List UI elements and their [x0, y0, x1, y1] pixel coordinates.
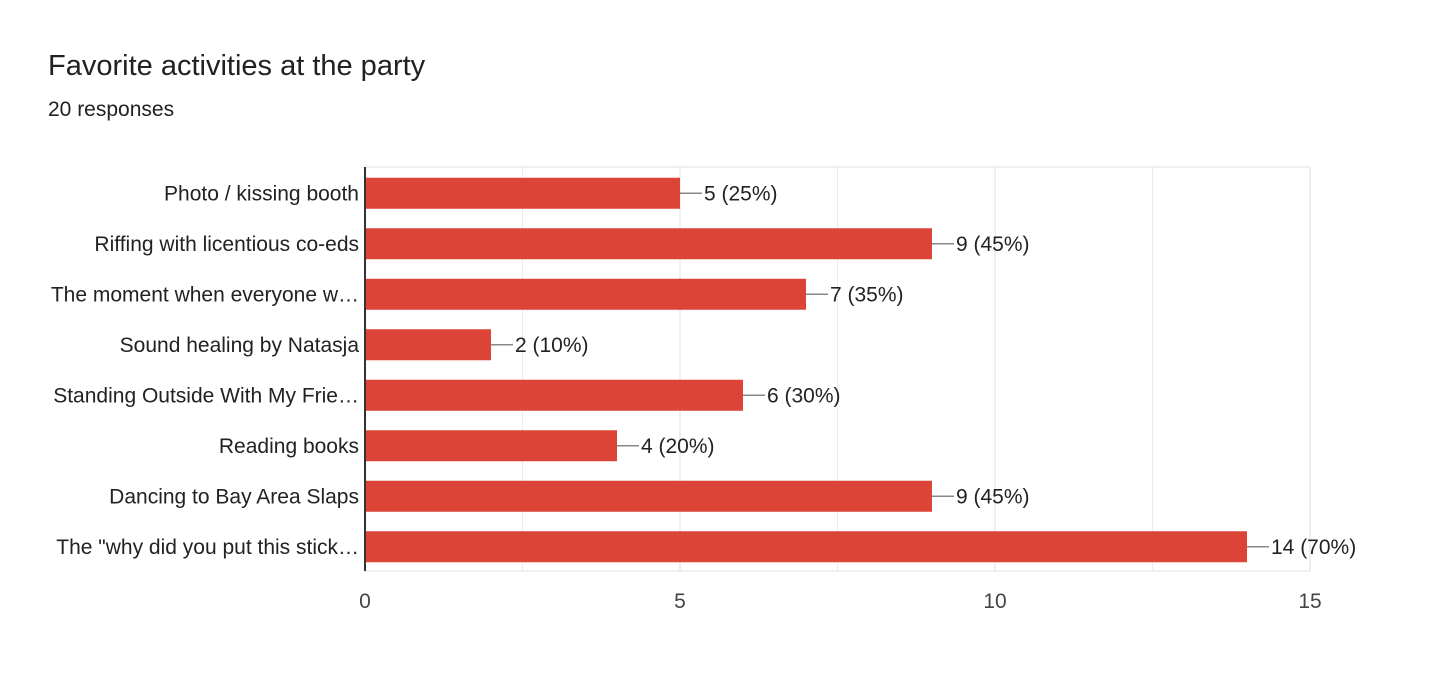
bar: [365, 177, 680, 209]
bar: [365, 228, 932, 260]
value-label: 9 (45%): [956, 233, 1030, 256]
chart-title: Favorite activities at the party: [48, 50, 426, 82]
response-count: 20 responses: [48, 98, 175, 121]
x-tick-label: 15: [1298, 590, 1321, 613]
category-label: Standing Outside With My Frie…: [53, 384, 359, 407]
bar: [365, 430, 617, 462]
value-label: 7 (35%): [830, 283, 904, 306]
bar: [365, 531, 1247, 563]
x-tick-label: 5: [674, 590, 686, 613]
value-label: 9 (45%): [956, 485, 1030, 508]
bar: [365, 480, 932, 512]
category-label: Reading books: [219, 435, 359, 458]
category-label: The moment when everyone w…: [51, 283, 359, 306]
value-label: 5 (25%): [704, 182, 778, 205]
bar: [365, 379, 743, 411]
category-label: Riffing with licentious co-eds: [94, 233, 359, 256]
x-tick-label: 0: [359, 590, 371, 613]
bar: [365, 329, 491, 361]
x-tick-label: 10: [983, 590, 1006, 613]
category-label: Photo / kissing booth: [164, 182, 359, 205]
category-label: Dancing to Bay Area Slaps: [109, 485, 359, 508]
value-label: 14 (70%): [1271, 536, 1356, 559]
value-label: 4 (20%): [641, 435, 715, 458]
category-label: The "why did you put this stick…: [56, 536, 359, 559]
value-label: 6 (30%): [767, 384, 841, 407]
value-label: 2 (10%): [515, 334, 589, 357]
category-label: Sound healing by Natasja: [120, 334, 360, 357]
bar: [365, 278, 806, 310]
